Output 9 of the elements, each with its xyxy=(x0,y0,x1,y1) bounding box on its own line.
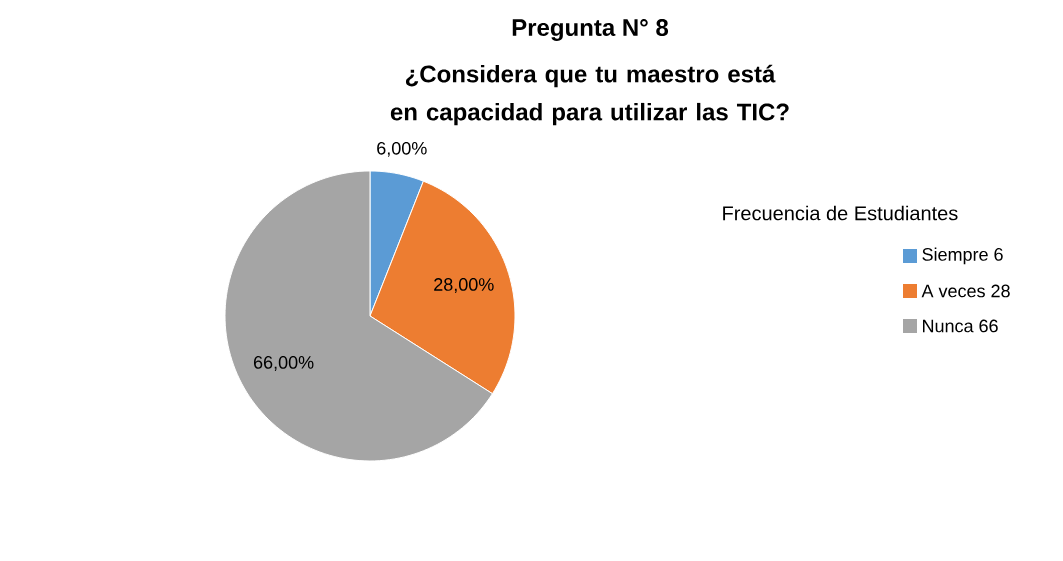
chart-title: Pregunta N° 8 xyxy=(512,19,669,41)
legend-label: A veces 28 xyxy=(921,284,1010,298)
chart-subtitle: ¿Considera que tu maestro está en capacidad para utilizar las TIC? xyxy=(390,64,789,126)
legend-label: Siempre 6 xyxy=(922,247,1003,265)
legend-title: Frecuencia de Estudiantes xyxy=(723,205,958,221)
data-label: 66,00% xyxy=(253,356,314,371)
data-label: 6,00% xyxy=(377,141,427,157)
legend-label: Nunca 66 xyxy=(923,319,998,333)
data-label: 28,00% xyxy=(434,278,494,293)
